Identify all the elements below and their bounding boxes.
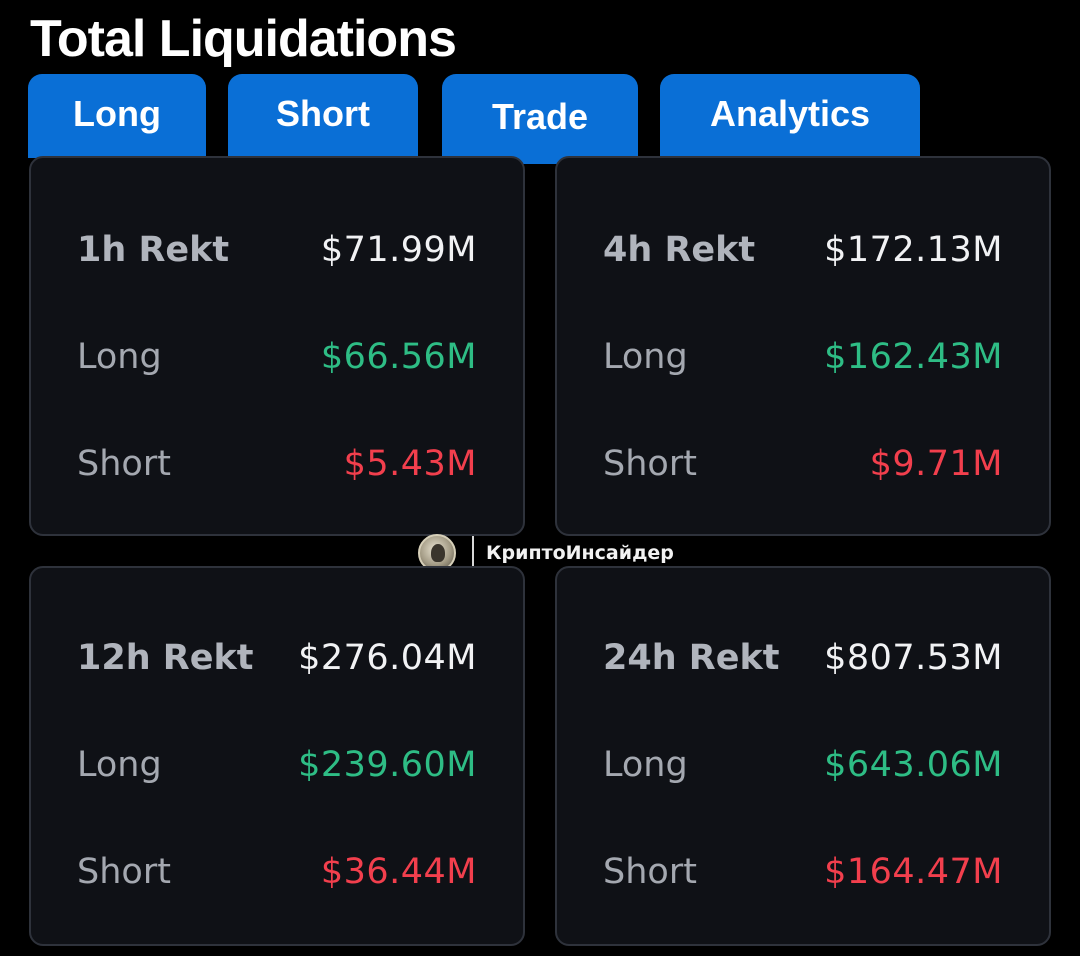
long-value: $162.43M — [824, 337, 1003, 377]
card-total-row: 4h Rekt $172.13M — [603, 220, 1003, 280]
watermark: КриптоИнсайдер — [418, 533, 674, 573]
tab-trade[interactable]: Trade — [442, 74, 638, 164]
long-label: Long — [603, 337, 688, 377]
short-label: Short — [77, 852, 171, 892]
card-total-row: 1h Rekt $71.99M — [77, 220, 477, 280]
short-value: $9.71M — [869, 444, 1003, 484]
card-short-row: Short $36.44M — [77, 842, 477, 902]
tab-long[interactable]: Long — [28, 74, 206, 158]
total-value: $172.13M — [824, 230, 1003, 270]
total-value: $807.53M — [824, 638, 1003, 678]
liquidation-card-1h: 1h Rekt $71.99M Long $66.56M Short $5.43… — [29, 156, 525, 536]
short-value: $164.47M — [824, 852, 1003, 892]
short-label: Short — [603, 852, 697, 892]
watermark-logo-icon — [418, 534, 456, 572]
period-label: 24h Rekt — [603, 638, 780, 678]
long-value: $239.60M — [298, 745, 477, 785]
total-value: $276.04M — [298, 638, 477, 678]
period-label: 4h Rekt — [603, 230, 756, 270]
card-total-row: 12h Rekt $276.04M — [77, 628, 477, 688]
long-label: Long — [603, 745, 688, 785]
long-value: $643.06M — [824, 745, 1003, 785]
total-value: $71.99M — [320, 230, 477, 270]
card-long-row: Long $643.06M — [603, 735, 1003, 795]
short-label: Short — [603, 444, 697, 484]
long-value: $66.56M — [320, 337, 477, 377]
short-value: $36.44M — [320, 852, 477, 892]
card-long-row: Long $239.60M — [77, 735, 477, 795]
page-title: Total Liquidations — [30, 10, 457, 68]
card-long-row: Long $162.43M — [603, 327, 1003, 387]
tab-analytics[interactable]: Analytics — [660, 74, 920, 158]
card-total-row: 24h Rekt $807.53M — [603, 628, 1003, 688]
liquidation-card-24h: 24h Rekt $807.53M Long $643.06M Short $1… — [555, 566, 1051, 946]
period-label: 1h Rekt — [77, 230, 230, 270]
tab-short[interactable]: Short — [228, 74, 418, 158]
short-label: Short — [77, 444, 171, 484]
short-value: $5.43M — [343, 444, 477, 484]
tab-bar: Long Short Trade Analytics — [0, 74, 1080, 164]
long-label: Long — [77, 745, 162, 785]
long-label: Long — [77, 337, 162, 377]
liquidation-card-4h: 4h Rekt $172.13M Long $162.43M Short $9.… — [555, 156, 1051, 536]
watermark-text: КриптоИнсайдер — [486, 542, 674, 564]
card-short-row: Short $5.43M — [77, 434, 477, 494]
watermark-divider — [472, 536, 474, 570]
period-label: 12h Rekt — [77, 638, 254, 678]
card-short-row: Short $164.47M — [603, 842, 1003, 902]
liquidation-card-12h: 12h Rekt $276.04M Long $239.60M Short $3… — [29, 566, 525, 946]
card-long-row: Long $66.56M — [77, 327, 477, 387]
card-short-row: Short $9.71M — [603, 434, 1003, 494]
